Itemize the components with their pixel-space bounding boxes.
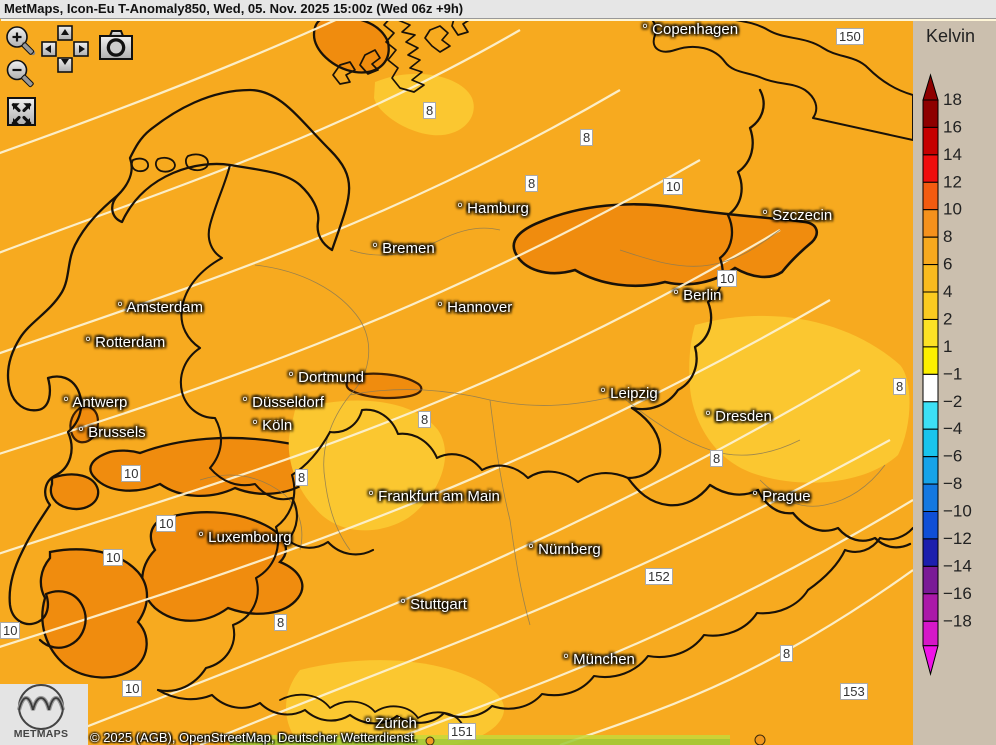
svg-text:−14: −14 [943, 556, 972, 575]
svg-text:2: 2 [943, 310, 952, 329]
svg-text:8: 8 [943, 227, 952, 246]
svg-text:14: 14 [943, 145, 962, 164]
svg-text:16: 16 [943, 117, 962, 136]
svg-text:−8: −8 [943, 474, 962, 493]
svg-text:−18: −18 [943, 611, 972, 630]
svg-text:−2: −2 [943, 392, 962, 411]
svg-text:18: 18 [943, 90, 962, 109]
svg-text:−4: −4 [943, 419, 962, 438]
svg-text:−1: −1 [943, 364, 962, 383]
svg-text:10: 10 [943, 200, 962, 219]
svg-text:−10: −10 [943, 502, 972, 521]
svg-text:METMAPS: METMAPS [14, 728, 69, 740]
svg-text:4: 4 [943, 282, 952, 301]
svg-text:−16: −16 [943, 584, 972, 603]
svg-text:−12: −12 [943, 529, 972, 548]
svg-text:1: 1 [943, 337, 952, 356]
svg-text:6: 6 [943, 255, 952, 274]
svg-text:−6: −6 [943, 447, 962, 466]
svg-text:12: 12 [943, 172, 962, 191]
